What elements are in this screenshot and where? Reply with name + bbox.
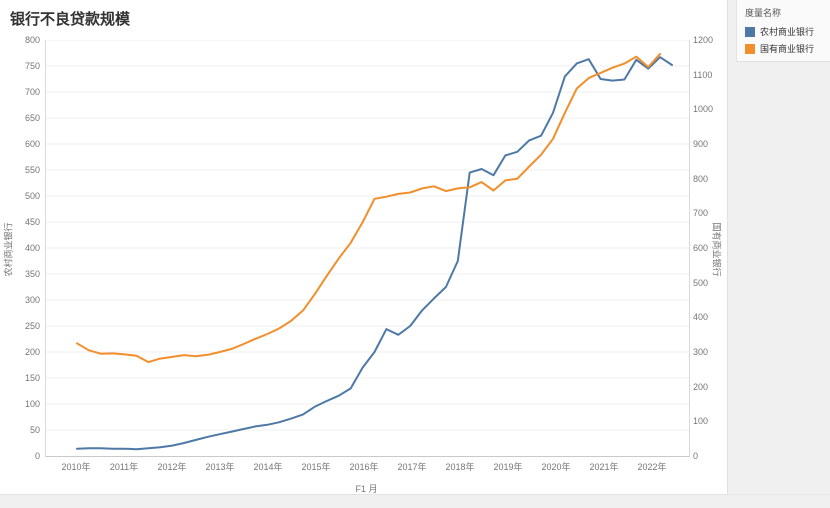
- yticks-left-tick: 450: [24, 217, 40, 227]
- yticks-right-tick: 600: [693, 243, 709, 253]
- yticks-right-tick: 0: [693, 451, 699, 461]
- x-axis-tick: 2019年: [493, 462, 523, 472]
- yticks-left-tick: 550: [24, 165, 40, 175]
- legend-title: 度量名称: [745, 8, 782, 18]
- yticks-left-tick: 300: [24, 295, 40, 305]
- series-line-rural-bank[interactable]: [76, 56, 673, 451]
- yticks-left-tick: 500: [24, 191, 40, 201]
- yticks-right-tick: 800: [693, 174, 709, 184]
- legend-item-state-bank[interactable]: 国有商业银行: [745, 42, 830, 55]
- yticks-left-tick: 350: [24, 269, 40, 279]
- x-axis-title: F1 月: [355, 484, 378, 494]
- yticks-right-tick: 1200: [693, 35, 714, 45]
- yticks-left-tick: 400: [24, 243, 40, 253]
- side-panel: 度量名称 农村商业银行 国有商业银行: [727, 0, 830, 508]
- yticks-right-tick: 100: [693, 416, 709, 426]
- x-axis-tick: 2022年: [637, 462, 667, 472]
- x-axis-tick: 2015年: [301, 462, 331, 472]
- status-strip: [0, 494, 830, 508]
- x-axis-tick: 2010年: [61, 462, 91, 472]
- line-chart: [46, 40, 689, 451]
- yticks-left-tick: 0: [34, 451, 40, 461]
- x-axis-tick: 2016年: [349, 462, 379, 472]
- yticks-left-tick: 100: [24, 399, 40, 409]
- yticks-left-tick: 150: [24, 373, 40, 383]
- yticks-right-tick: 700: [693, 208, 709, 218]
- yticks-left-tick: 800: [24, 35, 40, 45]
- x-axis-tick: 2013年: [205, 462, 235, 472]
- yticks-right-tick: 400: [693, 312, 709, 322]
- chart-title: 银行不良贷款规模: [10, 11, 131, 28]
- legend-item-label: 农村商业银行: [760, 27, 815, 37]
- legend-item-label: 国有商业银行: [760, 44, 815, 54]
- yticks-left-tick: 250: [24, 321, 40, 331]
- yticks-left-tick: 750: [24, 61, 40, 71]
- x-axis-tick: 2020年: [541, 462, 571, 472]
- x-axis-tick: 2012年: [157, 462, 187, 472]
- x-axis-tick: 2014年: [253, 462, 283, 472]
- yticks-left-tick: 50: [29, 425, 40, 435]
- series-line-state-bank[interactable]: [76, 52, 662, 364]
- yticks-left-tick: 700: [24, 87, 40, 97]
- yticks-right-tick: 300: [693, 347, 709, 357]
- yticks-right-tick: 200: [693, 382, 709, 392]
- yticks-right-tick: 500: [693, 278, 709, 288]
- yticks-right-tick: 1100: [693, 70, 713, 80]
- legend-item-rural-bank[interactable]: 农村商业银行: [745, 25, 830, 38]
- yticks-left-tick: 600: [24, 139, 40, 149]
- x-axis-tick: 2017年: [397, 462, 427, 472]
- x-axis-tick: 2021年: [589, 462, 619, 472]
- plot-area: [45, 40, 690, 457]
- yticks-left-tick: 650: [24, 113, 40, 123]
- rural-bank-swatch-icon: [745, 26, 755, 37]
- yticks-right-tick: 1000: [693, 104, 714, 114]
- x-axis-tick: 2011年: [109, 462, 139, 472]
- state-bank-swatch-icon: [745, 43, 755, 54]
- x-axis-tick: 2018年: [445, 462, 475, 472]
- yticks-left-tick: 200: [24, 347, 40, 357]
- legend: 度量名称 农村商业银行 国有商业银行: [736, 0, 830, 62]
- yticks-right-tick: 900: [693, 139, 709, 149]
